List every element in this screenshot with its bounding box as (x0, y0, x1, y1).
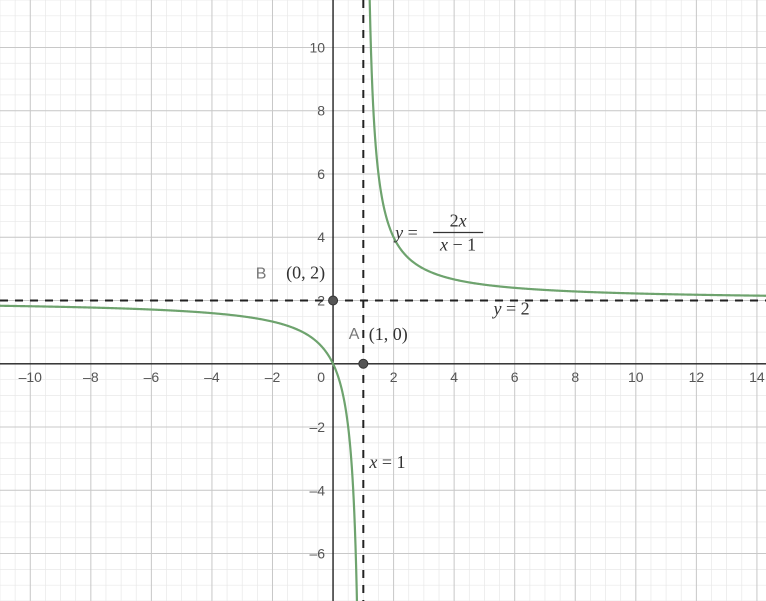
point-letter-B: B (256, 265, 267, 282)
svg-text:12: 12 (689, 369, 705, 385)
asymptote-label: x = 1 (368, 452, 405, 472)
svg-text:–4: –4 (204, 369, 220, 385)
asymptote-label: y = 2 (492, 299, 530, 319)
chart-svg: –10–8–6–4–22468101214–6–4–22468100x = 1y… (0, 0, 766, 601)
point-B (329, 296, 338, 305)
point-label-B: (0, 2) (286, 262, 325, 283)
point-A (359, 359, 368, 368)
svg-text:2: 2 (390, 369, 398, 385)
point-letter-A: A (349, 326, 360, 343)
svg-text:10: 10 (309, 39, 325, 55)
svg-text:6: 6 (511, 369, 519, 385)
svg-text:2x: 2x (450, 210, 467, 230)
svg-text:6: 6 (317, 166, 325, 182)
svg-text:–8: –8 (83, 369, 99, 385)
svg-text:–10: –10 (19, 369, 43, 385)
point-label-A: (1, 0) (369, 324, 408, 345)
svg-text:8: 8 (571, 369, 579, 385)
svg-text:–2: –2 (265, 369, 281, 385)
svg-text:–2: –2 (309, 419, 325, 435)
function-plot-chart: –10–8–6–4–22468101214–6–4–22468100x = 1y… (0, 0, 766, 601)
svg-text:x − 1: x − 1 (439, 234, 476, 254)
svg-text:–4: –4 (309, 482, 325, 498)
svg-text:–6: –6 (309, 546, 325, 562)
svg-text:8: 8 (317, 103, 325, 119)
svg-text:–6: –6 (144, 369, 160, 385)
svg-text:14: 14 (749, 369, 765, 385)
svg-text:4: 4 (450, 369, 458, 385)
svg-text:y =: y = (393, 222, 418, 242)
svg-text:0: 0 (317, 369, 325, 385)
svg-text:10: 10 (628, 369, 644, 385)
svg-text:4: 4 (317, 229, 325, 245)
